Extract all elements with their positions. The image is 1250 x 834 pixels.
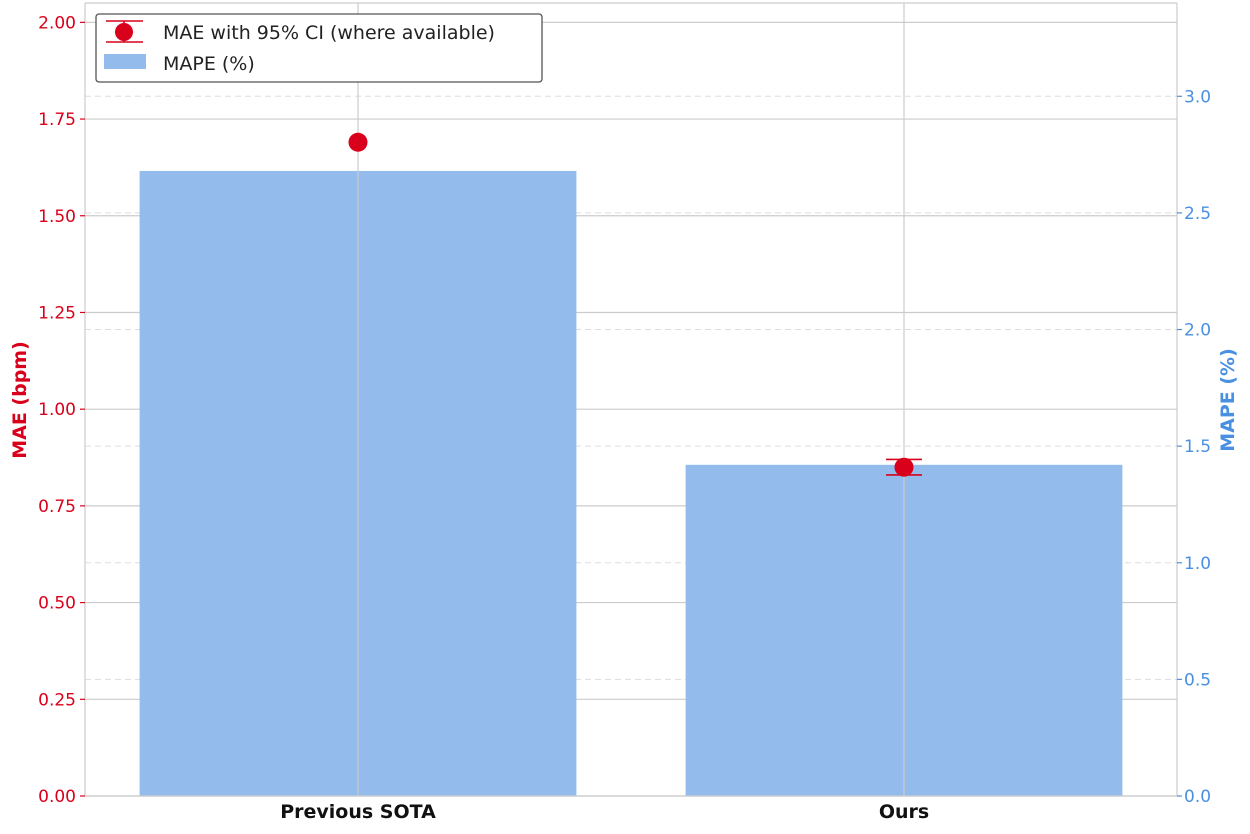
left-tick-label: 1.25 <box>38 303 76 323</box>
left-tick-label: 1.50 <box>38 207 76 227</box>
axis-layer <box>84 2 1178 797</box>
left-tick-label: 1.75 <box>38 110 76 130</box>
right-tick-label: 2.5 <box>1184 204 1211 224</box>
left-tick-label: 1.00 <box>38 400 76 420</box>
right-tick-label: 2.0 <box>1184 321 1211 341</box>
left-tick-label: 0.75 <box>38 497 76 517</box>
right-axis-title: MAPE (%) <box>1217 348 1239 452</box>
legend-box <box>95 13 543 83</box>
mae-point <box>348 132 368 152</box>
right-tick-label: 3.0 <box>1184 87 1211 107</box>
left-tick-label: 0.50 <box>38 594 76 614</box>
right-tick-label: 1.0 <box>1184 554 1211 574</box>
legend-mae-marker <box>106 20 143 43</box>
left-tick-label: 0.00 <box>38 787 76 807</box>
mae-point <box>894 457 914 477</box>
legend: MAE with 95% CI (where available) MAPE (… <box>95 13 543 83</box>
left-tick-label: 0.25 <box>38 690 76 710</box>
legend-mae-label: MAE with 95% CI (where available) <box>163 22 495 44</box>
right-tick-label: 0.0 <box>1184 787 1211 807</box>
legend-mape-label: MAPE (%) <box>163 53 255 75</box>
legend-mape-swatch <box>104 54 146 69</box>
left-axis-title: MAE (bpm) <box>9 341 31 459</box>
category-label: Ours <box>879 801 929 823</box>
right-tick-label: 0.5 <box>1184 670 1211 690</box>
tick-layer: 0.00 0.25 0.50 0.75 1.00 1.25 1.50 1.75 2.00 0.0 0… <box>38 13 1211 823</box>
bar-layer <box>139 170 1123 796</box>
category-label: Previous SOTA <box>280 801 436 823</box>
right-tick-label: 1.5 <box>1184 437 1211 457</box>
point-layer <box>348 132 922 477</box>
left-tick-label: 2.00 <box>38 13 76 33</box>
